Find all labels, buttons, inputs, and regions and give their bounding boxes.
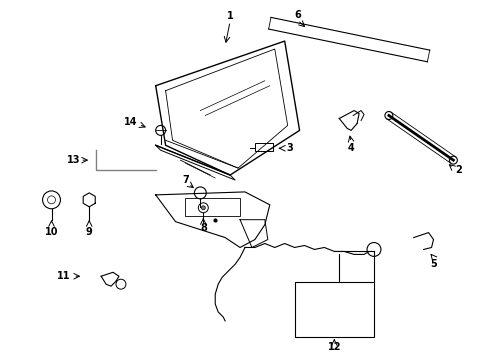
Circle shape xyxy=(201,206,205,210)
Bar xyxy=(185,198,240,216)
Text: 6: 6 xyxy=(294,10,300,20)
Text: 8: 8 xyxy=(200,222,206,233)
Text: 14: 14 xyxy=(124,117,137,127)
Text: 13: 13 xyxy=(66,155,80,165)
Text: 2: 2 xyxy=(454,165,461,175)
Text: 12: 12 xyxy=(327,342,340,352)
Text: 7: 7 xyxy=(182,175,188,185)
Text: 11: 11 xyxy=(57,271,70,281)
Bar xyxy=(254,143,272,151)
Text: 5: 5 xyxy=(429,259,436,269)
Text: 10: 10 xyxy=(45,226,58,237)
Text: 1: 1 xyxy=(226,11,233,21)
Text: 9: 9 xyxy=(86,226,92,237)
Text: 3: 3 xyxy=(285,143,292,153)
Bar xyxy=(294,282,373,337)
Text: 4: 4 xyxy=(347,143,354,153)
